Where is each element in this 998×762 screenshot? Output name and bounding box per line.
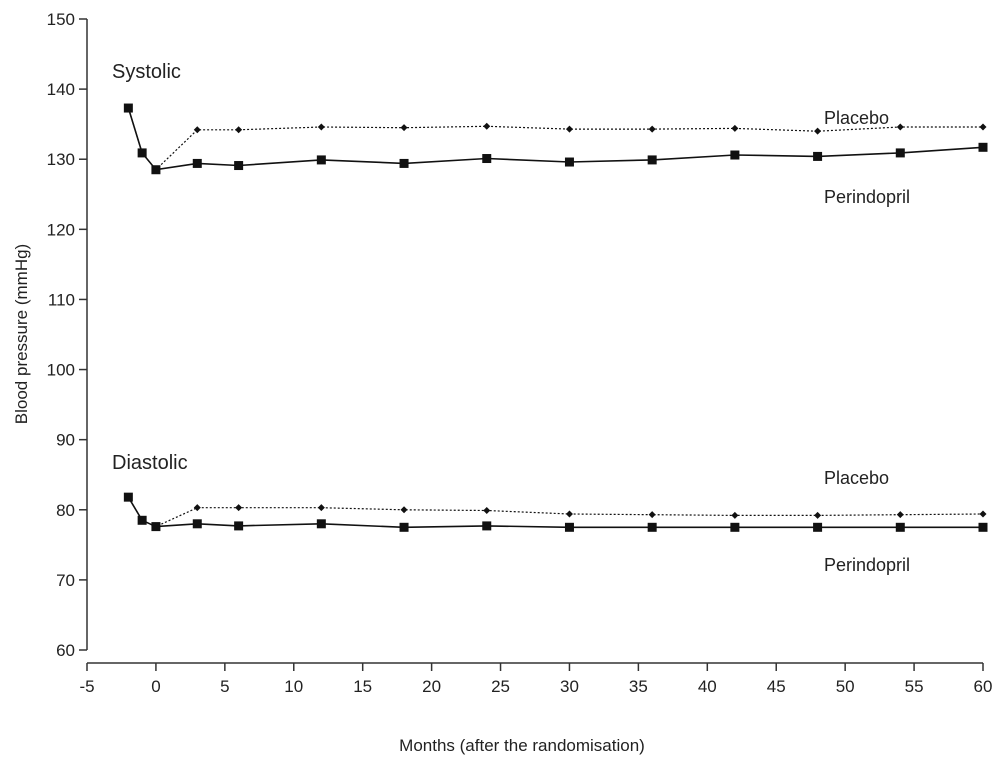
y-tick-label: 150 bbox=[47, 10, 75, 29]
systolic-placebo-point bbox=[483, 122, 491, 130]
x-tick-label: -5 bbox=[79, 677, 94, 696]
systolic-placebo-point bbox=[731, 124, 739, 132]
systolic-perindopril-point bbox=[316, 155, 326, 165]
systolic-placebo-point bbox=[896, 123, 904, 131]
diastolic-perindopril-point bbox=[192, 519, 202, 529]
x-tick-label: 30 bbox=[560, 677, 579, 696]
systolic-perindopril-point bbox=[895, 148, 905, 158]
systolic-placebo-point bbox=[565, 125, 573, 133]
x-tick-label: 40 bbox=[698, 677, 717, 696]
systolic-perindopril-point bbox=[813, 151, 823, 161]
diastolic-perindopril-point bbox=[316, 519, 326, 529]
diastolic-perindopril-point bbox=[564, 522, 574, 532]
diastolic-placebo-series bbox=[124, 493, 987, 531]
diastolic-perindopril-point bbox=[482, 521, 492, 531]
diastolic-perindopril-point bbox=[151, 522, 161, 532]
diastolic-perindopril-point bbox=[730, 522, 740, 532]
systolic-perindopril-point bbox=[137, 148, 147, 158]
diastolic-label: Diastolic bbox=[112, 452, 188, 474]
y-tick-label: 70 bbox=[56, 571, 75, 590]
diastolic-perindopril-point bbox=[399, 522, 409, 532]
axes: 60 70 80 90 100 110 120 130 140 150 -5 0 5 10 15 20 25 30… bbox=[47, 10, 993, 696]
y-tick-label: 60 bbox=[56, 641, 75, 660]
diastolic-perindopril-point bbox=[137, 515, 147, 525]
x-tick-label: 60 bbox=[974, 677, 993, 696]
series-layer bbox=[123, 103, 988, 532]
diastolic-placebo-point bbox=[565, 510, 573, 518]
diastolic-perindopril-series bbox=[123, 492, 988, 532]
y-axis-title: Blood pressure (mmHg) bbox=[12, 244, 31, 424]
systolic-placebo-line bbox=[127, 107, 983, 171]
systolic-perindopril-point bbox=[151, 165, 161, 175]
diastolic-perindopril-point bbox=[813, 522, 823, 532]
x-tick-label: 55 bbox=[905, 677, 924, 696]
systolic-placebo-label: Placebo bbox=[824, 108, 889, 128]
diastolic-perindopril-point bbox=[978, 522, 988, 532]
systolic-placebo-point bbox=[648, 125, 656, 133]
y-tick-label: 130 bbox=[47, 150, 75, 169]
diastolic-placebo-label: Placebo bbox=[824, 468, 889, 488]
systolic-placebo-point bbox=[400, 124, 408, 132]
x-tick-label: 25 bbox=[491, 677, 510, 696]
systolic-placebo-point bbox=[814, 127, 822, 135]
systolic-placebo-point bbox=[235, 126, 243, 134]
systolic-perindopril-point bbox=[482, 154, 492, 164]
systolic-perindopril-point bbox=[978, 142, 988, 152]
chart-labels: Months (after the randomisation) Blood p… bbox=[12, 61, 910, 755]
systolic-perindopril-point bbox=[730, 150, 740, 160]
diastolic-placebo-point bbox=[483, 506, 491, 514]
diastolic-placebo-point bbox=[814, 511, 822, 519]
x-tick-label: 0 bbox=[151, 677, 160, 696]
x-tick-label: 35 bbox=[629, 677, 648, 696]
diastolic-placebo-point bbox=[731, 511, 739, 519]
y-tick-label: 100 bbox=[47, 361, 75, 380]
diastolic-perindopril-point bbox=[234, 521, 244, 531]
systolic-placebo-point bbox=[193, 126, 201, 134]
x-tick-label: 45 bbox=[767, 677, 786, 696]
x-axis-title: Months (after the randomisation) bbox=[399, 736, 645, 755]
systolic-perindopril-label: Perindopril bbox=[824, 187, 910, 207]
systolic-perindopril-point bbox=[399, 158, 409, 168]
systolic-perindopril-point bbox=[234, 161, 244, 171]
diastolic-perindopril-point bbox=[123, 492, 133, 502]
y-tick-label: 140 bbox=[47, 80, 75, 99]
x-tick-label: 20 bbox=[422, 677, 441, 696]
systolic-perindopril-point bbox=[192, 158, 202, 168]
y-tick-label: 90 bbox=[56, 431, 75, 450]
x-tick-label: 5 bbox=[220, 677, 229, 696]
diastolic-placebo-point bbox=[896, 511, 904, 519]
diastolic-placebo-point bbox=[193, 504, 201, 512]
systolic-perindopril-point bbox=[123, 103, 133, 113]
diastolic-perindopril-point bbox=[647, 522, 657, 532]
systolic-perindopril-point bbox=[647, 155, 657, 165]
diastolic-placebo-point bbox=[400, 506, 408, 514]
diastolic-perindopril-line bbox=[127, 496, 983, 529]
diastolic-perindopril-point bbox=[895, 522, 905, 532]
diastolic-placebo-point bbox=[317, 504, 325, 512]
x-tick-label: 50 bbox=[836, 677, 855, 696]
systolic-label: Systolic bbox=[112, 61, 181, 83]
systolic-placebo-point bbox=[979, 123, 987, 131]
x-tick-label: 10 bbox=[284, 677, 303, 696]
systolic-perindopril-series bbox=[123, 103, 988, 175]
diastolic-perindopril-label: Perindopril bbox=[824, 555, 910, 575]
y-tick-label: 110 bbox=[48, 290, 75, 309]
x-tick-label: 15 bbox=[353, 677, 372, 696]
y-tick-label: 120 bbox=[47, 220, 75, 239]
y-tick-label: 80 bbox=[56, 501, 75, 520]
systolic-perindopril-line bbox=[127, 107, 984, 171]
diastolic-placebo-point bbox=[235, 504, 243, 512]
systolic-perindopril-point bbox=[564, 157, 574, 167]
systolic-placebo-point bbox=[317, 123, 325, 131]
diastolic-placebo-point bbox=[979, 510, 987, 518]
diastolic-placebo-point bbox=[648, 511, 656, 519]
diastolic-placebo-line bbox=[127, 496, 984, 528]
